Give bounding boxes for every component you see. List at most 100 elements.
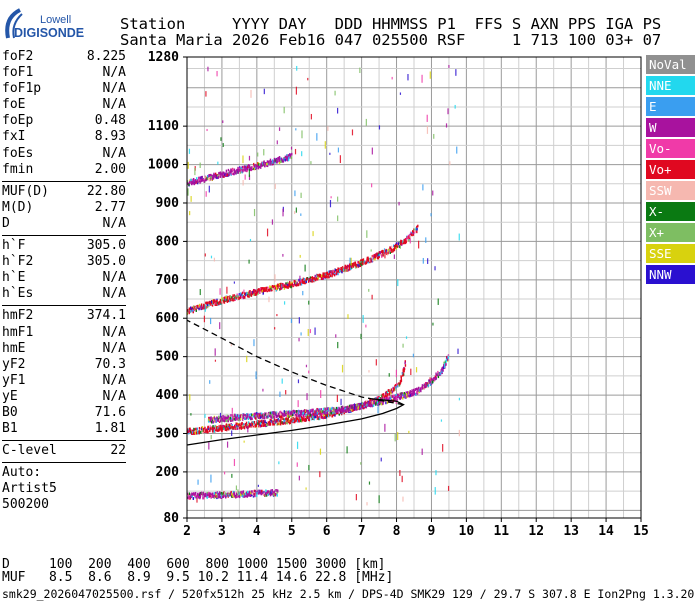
noise-dot	[330, 196, 332, 199]
echo-dot	[272, 161, 274, 164]
echo-dot	[389, 246, 391, 249]
echo-dot	[247, 164, 250, 167]
echo-dot	[432, 380, 434, 384]
echo-dot	[389, 398, 392, 401]
echo-dot	[369, 404, 372, 408]
divider	[2, 462, 126, 464]
echo-dot	[208, 420, 210, 423]
echo-dot	[333, 270, 336, 273]
echo-dot	[203, 428, 205, 432]
echo-dot	[348, 268, 351, 271]
echo-dot	[257, 414, 260, 418]
echo-dot	[210, 416, 212, 419]
echo-dot	[369, 402, 371, 405]
echo-dot	[228, 494, 230, 497]
echo-dot	[400, 376, 402, 380]
echo-dot	[254, 293, 257, 296]
echo-dot	[246, 167, 249, 171]
echo-dot	[375, 399, 378, 403]
echo-dot	[318, 417, 321, 420]
echo-dot	[429, 381, 431, 384]
echo-dot	[226, 416, 228, 420]
echo-dot	[257, 422, 259, 425]
echo-dot	[361, 258, 363, 262]
echo-dot	[238, 169, 240, 172]
noise-dot	[380, 457, 382, 462]
distance-row: D 100 200 400 600 800 1000 1500 3000 [km…	[2, 557, 386, 572]
noise-dot	[370, 249, 372, 252]
echo-dot	[316, 417, 319, 420]
echo-dot	[284, 418, 286, 421]
echo-dot	[238, 293, 240, 296]
echo-dot	[240, 491, 243, 495]
param-row-fof1p: foF1p N/A	[2, 81, 126, 97]
echo-dot	[327, 273, 330, 276]
echo-dot	[380, 401, 382, 405]
echo-dot	[270, 420, 272, 423]
echo-dot	[268, 162, 270, 165]
noise-dot	[205, 91, 207, 97]
echo-dot	[397, 394, 400, 398]
echo-dot	[253, 162, 255, 166]
echo-dot	[246, 424, 249, 427]
noise-dot	[368, 288, 370, 292]
echo-dot	[212, 301, 215, 305]
echo-dot	[380, 253, 382, 256]
echo-dot	[267, 162, 270, 166]
echo-dot	[300, 282, 303, 286]
echo-dot	[202, 492, 205, 496]
echo-dot	[267, 422, 270, 426]
echo-dot	[230, 297, 233, 301]
param-row-muf: MUF(D) 22.80	[2, 184, 126, 200]
echo-dot	[279, 410, 282, 414]
echo-dot	[414, 388, 416, 391]
echo-dot	[362, 258, 365, 261]
echo-dot	[358, 261, 360, 264]
noise-dot	[209, 380, 211, 384]
echo-dot	[263, 288, 266, 291]
echo-dot	[371, 259, 374, 263]
y-tick-label: 300	[156, 426, 180, 441]
trace-series	[186, 152, 293, 187]
echo-dot	[282, 417, 284, 421]
echo-dot	[190, 178, 192, 182]
noise-dot	[346, 446, 348, 454]
echo-dot	[213, 299, 215, 302]
echo-dot	[212, 428, 214, 432]
echo-dot	[413, 228, 416, 232]
echo-dot	[213, 496, 216, 499]
echo-dot	[213, 430, 216, 433]
echo-dot	[278, 422, 280, 426]
echo-dot	[325, 272, 327, 275]
noise-dot	[415, 367, 418, 373]
echo-dot	[308, 418, 311, 422]
echo-dot	[229, 171, 232, 174]
noise-dot	[231, 407, 233, 414]
echo-dot	[412, 230, 415, 233]
echo-dot	[230, 490, 232, 494]
echo-dot	[286, 154, 288, 158]
echo-dot	[212, 429, 215, 433]
echo-dot	[358, 407, 361, 411]
echo-dot	[226, 493, 228, 497]
echo-dot	[396, 398, 398, 402]
echo-dot	[208, 427, 211, 431]
echo-dot	[367, 256, 369, 260]
echo-dot	[350, 267, 352, 271]
echo-dot	[230, 173, 232, 176]
noise-dot	[301, 130, 303, 139]
echo-dot	[192, 307, 195, 311]
echo-dot	[255, 166, 257, 170]
echo-dot	[424, 383, 426, 386]
echo-dot	[285, 410, 287, 414]
echo-dot	[230, 170, 232, 174]
echo-dot	[328, 414, 330, 417]
echo-dot	[260, 416, 262, 419]
echo-dot	[329, 270, 332, 274]
noise-dot	[449, 161, 451, 166]
noise-dot	[276, 314, 278, 317]
noise-dot	[295, 86, 297, 95]
echo-dot	[312, 417, 314, 420]
noise-dot	[402, 368, 404, 377]
echo-dot	[287, 158, 289, 162]
